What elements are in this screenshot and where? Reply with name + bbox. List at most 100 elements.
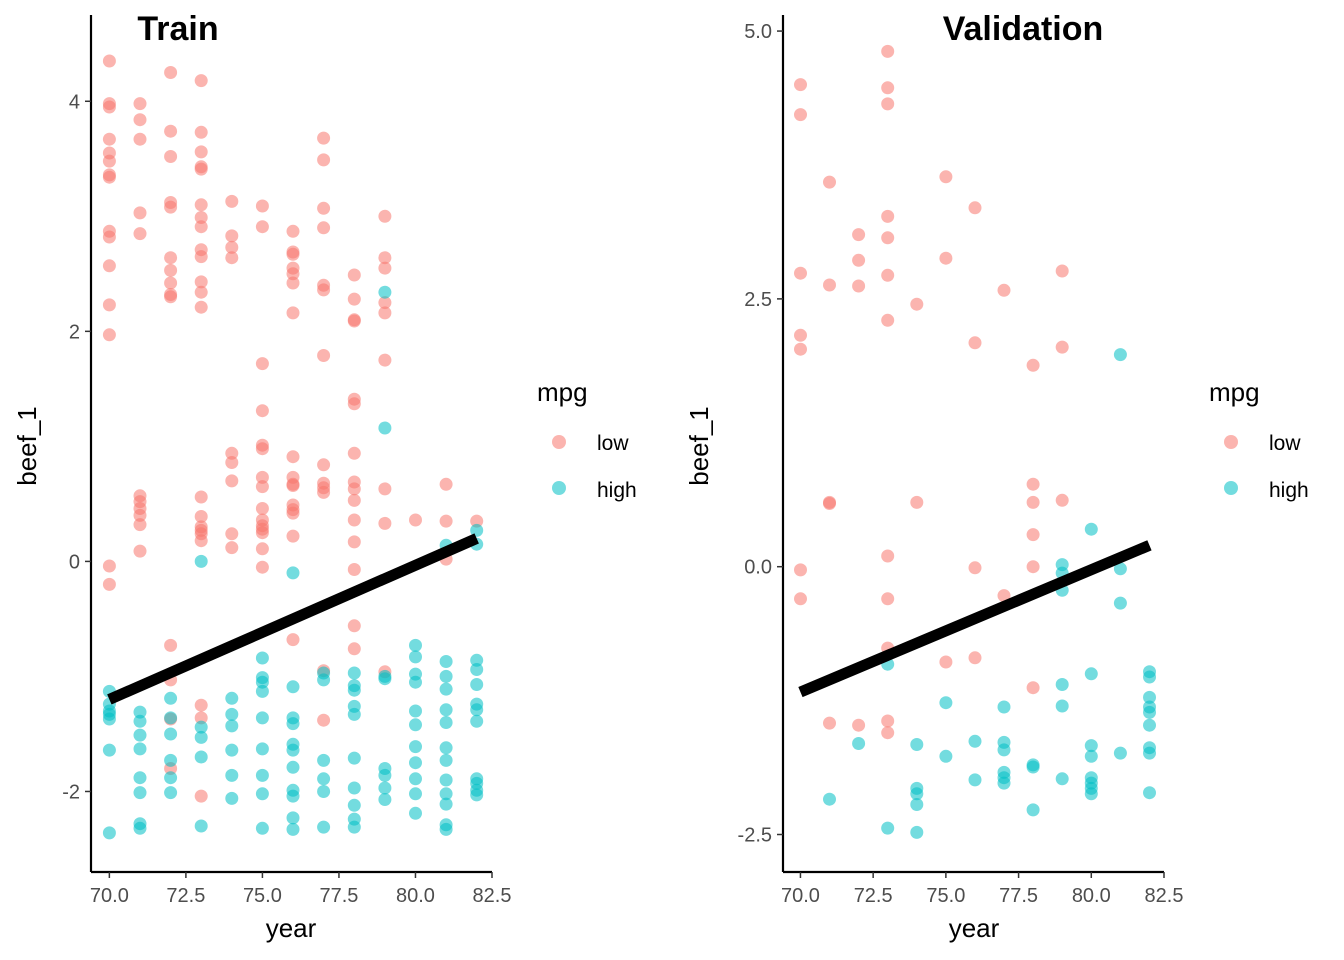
train-point-high [194, 750, 208, 764]
train-point-low [347, 268, 361, 282]
validation-point-low [852, 228, 866, 242]
train-point-high [225, 719, 239, 733]
train-point-low [133, 518, 147, 532]
train-point-low [164, 251, 178, 265]
train-legend-key-low [552, 435, 566, 449]
train-legend-title: mpg [537, 377, 588, 407]
validation-point-high [1084, 749, 1098, 763]
train-point-low [286, 529, 300, 543]
validation-point-high [1143, 718, 1156, 732]
train-x-tick-label: 75.0 [243, 885, 282, 907]
validation-point-low [823, 278, 836, 292]
train-point-high [194, 819, 208, 833]
train-point-low [225, 229, 239, 243]
train-point-high [347, 666, 361, 680]
validation-point-high [1113, 596, 1127, 610]
train-point-high [133, 821, 147, 835]
train-point-high [470, 523, 484, 537]
train-point-low [317, 458, 331, 472]
train-point-low [255, 442, 269, 456]
train-point-high [225, 691, 239, 705]
train-point-low [255, 470, 269, 484]
train-point-high [255, 711, 269, 725]
validation-panel-title: Validation [943, 10, 1104, 48]
train-point-high [133, 705, 147, 719]
train-point-high [439, 773, 453, 787]
validation-point-high [852, 737, 866, 750]
train-point-high [164, 691, 178, 705]
train-point-low [133, 206, 147, 220]
train-point-high [409, 638, 422, 652]
validation-legend-key-low [1224, 435, 1238, 449]
train-point-low [164, 124, 178, 138]
train-point-low [347, 292, 361, 306]
train-fit-line [107, 533, 479, 705]
validation-point-high [1113, 348, 1127, 362]
train-y-axis-title: beef_1 [12, 406, 42, 486]
validation-legend: mpg low high [1209, 377, 1309, 502]
train-point-low [347, 619, 361, 633]
train-point-high [439, 753, 453, 767]
validation-point-low [823, 497, 836, 510]
train-point-low [133, 508, 147, 522]
validation-point-high [1113, 562, 1127, 576]
train-point-high [409, 806, 422, 820]
train-point-high [470, 663, 484, 676]
validation-y-tick-label: -2.5 [738, 825, 772, 847]
train-point-low [286, 306, 300, 320]
validation-point-high [1084, 667, 1098, 681]
train-point-low [286, 506, 300, 520]
train-point-low [378, 296, 392, 310]
train-point-high [409, 772, 422, 786]
train-points [102, 54, 484, 840]
train-point-high [255, 742, 269, 756]
validation-x-axis-title: year [949, 913, 1000, 943]
validation-point-low [794, 592, 807, 606]
train-point-high [102, 743, 116, 757]
train-point-high [317, 673, 331, 687]
validation-point-high [1026, 803, 1040, 817]
validation-point-low [852, 279, 866, 293]
train-point-high [439, 787, 453, 801]
validation-point-low [1026, 477, 1040, 491]
train-point-low [347, 482, 361, 496]
train-point-low [194, 250, 208, 264]
train-point-low [255, 542, 269, 556]
train-point-low [378, 306, 392, 320]
train-point-low [255, 502, 269, 515]
train-point-high [164, 753, 178, 767]
validation-point-low [939, 655, 953, 669]
train-point-low [255, 357, 269, 371]
train-point-low [347, 513, 361, 527]
validation-x-tick-label: 80.0 [1072, 885, 1111, 907]
train-point-low [347, 446, 361, 460]
train-point-low [102, 154, 116, 168]
validation-point-low [852, 253, 866, 267]
train-point-high [255, 651, 269, 665]
train-point-low [255, 220, 269, 234]
train-point-low [194, 145, 208, 159]
validation-point-low [881, 726, 895, 740]
validation-point-high [1055, 772, 1069, 786]
validation-point-high [910, 787, 924, 801]
train-point-low [164, 276, 178, 290]
train-point-low [164, 263, 178, 277]
train-point-high [164, 786, 178, 800]
train-point-high [133, 786, 147, 800]
train-point-high [439, 797, 453, 811]
train-point-low [194, 125, 208, 139]
train-point-low [286, 276, 300, 290]
validation-x-tick-label: 72.5 [854, 885, 893, 907]
train-point-low [286, 247, 300, 261]
train-point-low [225, 527, 239, 541]
train-point-low [164, 66, 178, 79]
train-x-tick-label: 82.5 [473, 885, 512, 907]
train-point-low [225, 541, 239, 555]
validation-point-high [968, 734, 982, 748]
validation-point-low [794, 108, 807, 122]
train-point-low [378, 209, 392, 223]
validation-point-low [794, 78, 807, 92]
validation-point-low [1026, 681, 1040, 695]
train-point-high [255, 821, 269, 835]
train-point-high [102, 826, 116, 840]
